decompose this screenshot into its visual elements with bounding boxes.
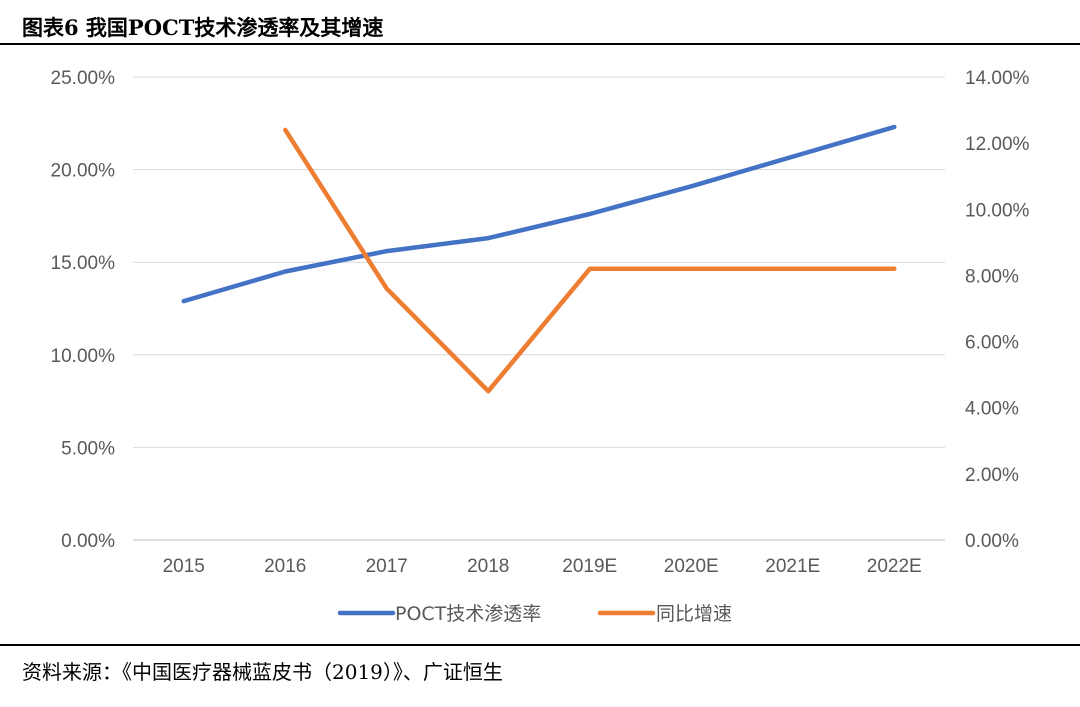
legend-label: POCT技术渗透率: [395, 603, 541, 625]
x-tick-label: 2019E: [562, 556, 617, 577]
x-tick-label: 2017: [366, 556, 408, 577]
right-axis-ticks: 0.00% 2.00% 4.00% 6.00% 8.00% 10.00% 12.00% 14.…: [965, 68, 1030, 552]
left-axis-ticks: 0.00% 5.00% 10.00% 15.00% 20.00% 25.00%: [51, 68, 116, 552]
source-note: 资料来源：《中国医疗器械蓝皮书（2019）》、广证恒生: [22, 660, 503, 684]
right-tick-label: 8.00%: [965, 266, 1019, 287]
figure-title: 图表6 我国POCT技术渗透率及其增速: [22, 15, 384, 40]
left-tick-label: 0.00%: [61, 531, 115, 552]
legend-label: 同比增速: [656, 603, 732, 625]
line-chart: 0.00% 5.00% 10.00% 15.00% 20.00% 25.00% 0.00%…: [51, 68, 1030, 625]
left-tick-label: 20.00%: [51, 161, 116, 182]
x-tick-label: 2021E: [765, 556, 820, 577]
right-tick-label: 12.00%: [965, 134, 1030, 155]
right-tick-label: 10.00%: [965, 200, 1030, 221]
x-tick-label: 2018: [467, 556, 509, 577]
left-tick-label: 25.00%: [51, 68, 116, 89]
series-lines: [181, 124, 897, 394]
right-tick-label: 6.00%: [965, 333, 1019, 354]
source-divider: [0, 644, 1080, 646]
left-tick-label: 15.00%: [51, 253, 116, 274]
gridlines: [133, 76, 945, 541]
x-tick-label: 2016: [264, 556, 306, 577]
left-tick-label: 10.00%: [51, 346, 116, 367]
series-line-2: [283, 127, 897, 394]
right-tick-label: 2.00%: [965, 465, 1019, 486]
x-tick-label: 2020E: [664, 556, 719, 577]
right-tick-label: 0.00%: [965, 531, 1019, 552]
x-tick-label: 2022E: [867, 556, 922, 577]
series-line-1: [181, 124, 897, 304]
legend: POCT技术渗透率 同比增速: [337, 603, 732, 625]
title-divider: [0, 43, 1080, 45]
left-tick-label: 5.00%: [61, 438, 115, 459]
x-axis-ticks: 2015 2016 2017 2018 2019E 2020E 2021E 2022E: [163, 556, 922, 577]
right-tick-label: 4.00%: [965, 399, 1019, 420]
x-tick-label: 2015: [163, 556, 205, 577]
right-tick-label: 14.00%: [965, 68, 1030, 89]
